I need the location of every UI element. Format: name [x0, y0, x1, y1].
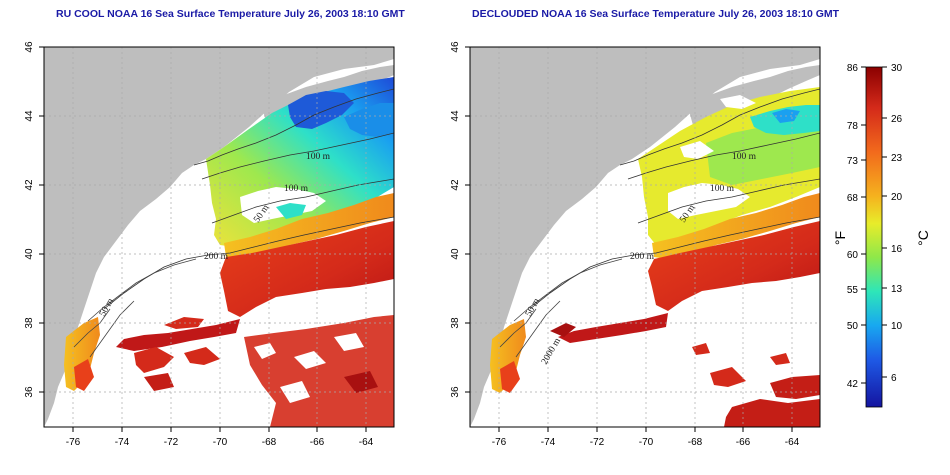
lat-tick-44: 44	[24, 110, 35, 122]
temperature-colorbar: 86 78 73 68 60 55 50 42 30 26 23 20 16 1…	[832, 63, 931, 408]
contour-label-100m-b: 100 m	[710, 184, 735, 194]
lon-tick-66: -66	[736, 437, 751, 448]
lon-tick-70: -70	[213, 437, 228, 448]
contour-label-100m-a: 100 m	[306, 152, 331, 162]
lon-tick-70: -70	[639, 437, 654, 448]
lon-tick-74: -74	[115, 437, 130, 448]
colorbar-gradient	[865, 66, 883, 408]
celsius-tick-30: 30	[891, 63, 903, 74]
lon-tick-68: -68	[262, 437, 277, 448]
left-map-title: RU COOL NOAA 16 Sea Surface Temperature …	[56, 8, 405, 20]
left-lat-axis: 36 38 40 42 44 46	[24, 41, 44, 398]
lon-tick-64: -64	[785, 437, 800, 448]
lon-tick-72: -72	[590, 437, 605, 448]
lon-tick-72: -72	[164, 437, 179, 448]
right-sst-map: 100 m 100 m 50 m 200 m 50 m 2000 m 36 38…	[450, 41, 821, 448]
right-lat-axis: 36 38 40 42 44 46	[450, 41, 470, 398]
fahrenheit-tick-78: 78	[847, 121, 859, 132]
contour-label-100m-b: 100 m	[284, 184, 309, 194]
lat-tick-38: 38	[450, 317, 461, 329]
lat-tick-46: 46	[450, 41, 461, 53]
fahrenheit-unit-label: °F	[832, 231, 848, 245]
lon-tick-68: -68	[688, 437, 703, 448]
celsius-tick-10: 10	[891, 321, 903, 332]
lat-tick-46: 46	[24, 41, 35, 53]
lon-tick-76: -76	[66, 437, 81, 448]
lat-tick-42: 42	[24, 179, 35, 191]
lat-tick-44: 44	[450, 110, 461, 122]
fahrenheit-tick-68: 68	[847, 193, 859, 204]
lat-tick-38: 38	[24, 317, 35, 329]
fahrenheit-tick-60: 60	[847, 250, 859, 261]
lon-tick-66: -66	[310, 437, 325, 448]
fahrenheit-tick-86: 86	[847, 63, 859, 74]
celsius-tick-13: 13	[891, 284, 903, 295]
lon-tick-76: -76	[492, 437, 507, 448]
celsius-tick-23: 23	[891, 153, 903, 164]
contour-label-200m: 200 m	[630, 252, 655, 262]
lat-tick-40: 40	[450, 248, 461, 260]
lat-tick-42: 42	[450, 179, 461, 191]
lon-tick-64: -64	[359, 437, 374, 448]
celsius-unit-label: °C	[915, 230, 931, 246]
lat-tick-40: 40	[24, 248, 35, 260]
contour-label-100m-a: 100 m	[732, 152, 757, 162]
fahrenheit-tick-42: 42	[847, 379, 859, 390]
right-lon-axis: -76 -74 -72 -70 -68 -66 -64	[492, 427, 800, 448]
fahrenheit-tick-55: 55	[847, 285, 859, 296]
celsius-tick-20: 20	[891, 192, 903, 203]
lon-tick-74: -74	[541, 437, 556, 448]
lat-tick-36: 36	[24, 386, 35, 398]
fahrenheit-tick-50: 50	[847, 321, 859, 332]
celsius-tick-6: 6	[891, 373, 897, 384]
left-lon-axis: -76 -74 -72 -70 -68 -66 -64	[66, 427, 374, 448]
celsius-tick-26: 26	[891, 114, 903, 125]
lat-tick-36: 36	[450, 386, 461, 398]
fahrenheit-tick-73: 73	[847, 156, 859, 167]
left-sst-map: 100 m 100 m 50 m 200 m 50 m 36 38 40 42 …	[24, 41, 395, 448]
contour-label-200m: 200 m	[204, 252, 229, 262]
celsius-tick-16: 16	[891, 244, 903, 255]
right-map-title: DECLOUDED NOAA 16 Sea Surface Temperatur…	[472, 8, 840, 20]
